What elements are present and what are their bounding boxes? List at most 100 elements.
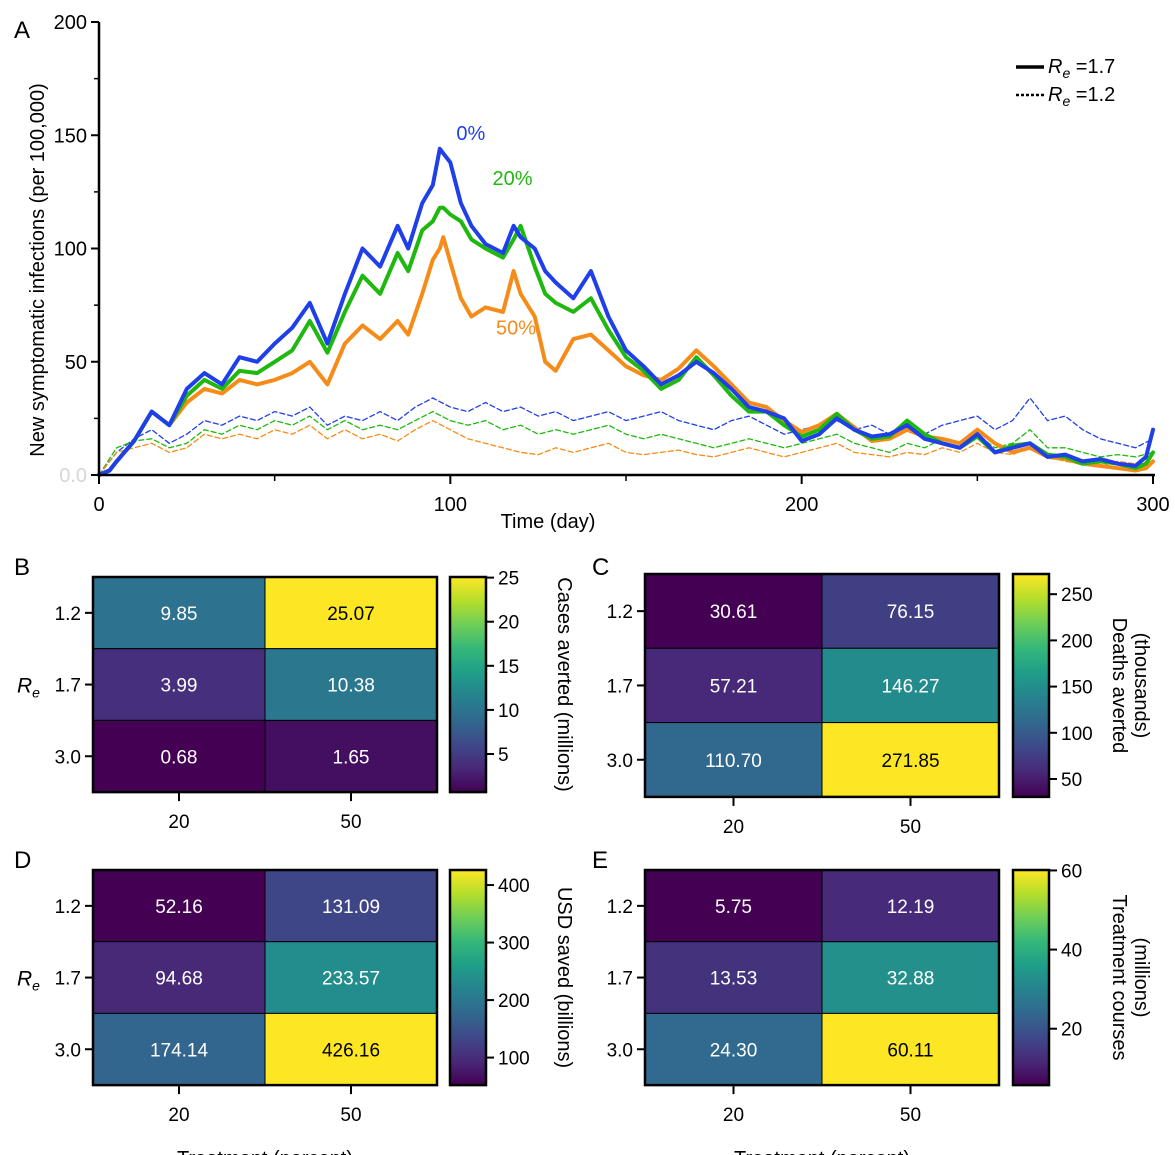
y-tick-label: 150 [54, 125, 87, 147]
colorbar-label-line2: (thousands) [1130, 633, 1152, 739]
row-tick-label: 1.7 [55, 969, 81, 990]
heatmap-cell-label: 174.14 [150, 1040, 209, 1061]
line-plot-area [97, 146, 1155, 477]
row-axis-label-sub: e [32, 978, 40, 994]
colorbar-label: Treatment courses [1108, 895, 1130, 1061]
y-tick-label: 100 [54, 239, 87, 261]
heatmap-cell-label: 60.11 [887, 1040, 933, 1061]
row-tick-label: 1.2 [607, 897, 633, 918]
colorbar-tick-label: 5 [498, 745, 509, 766]
heatmap-cell-label: 1.65 [333, 747, 370, 768]
row-tick-label: 3.0 [607, 1040, 633, 1061]
colorbar-tick-label: 400 [498, 876, 530, 897]
colorbar-label: USD saved (billions) [553, 887, 575, 1068]
x-tick-label: 300 [1136, 494, 1169, 516]
x-tick-label: 0 [93, 494, 104, 516]
col-tick-label: 50 [900, 1105, 921, 1126]
panel-letter-a: A [14, 17, 30, 44]
series-labels: 0% 20% 50% [456, 123, 536, 340]
colorbar-tick-label: 300 [498, 934, 530, 955]
line-chart-panel-a: 0.0 50 100 150 200 0 100 200 300 Time (day) New… [27, 12, 1170, 533]
row-axis-label-main: R [17, 968, 32, 991]
heatmap-panel-b: 9.85 25.07 3.99 10.38 0.68 1.65 1.2 1.7 3.0 20 50 R… [17, 569, 575, 833]
heatmap-cell [821, 722, 1000, 798]
series-line-dotted-3-dotted [98, 397, 1154, 476]
heatmap-cell-label: 110.70 [705, 751, 762, 772]
row-axis-label-main: R [17, 675, 32, 698]
heatmap-cell [264, 648, 438, 721]
series-label-20pct: 20% [492, 168, 532, 190]
series-line-dotted-5-dotted [98, 419, 1154, 476]
panel-letter-b: B [14, 554, 30, 581]
colorbar-tick-label: 100 [1061, 724, 1093, 745]
heatmap-cell-label: 13.53 [710, 969, 758, 990]
x-axis-ticks: 0 100 200 300 [93, 475, 1170, 516]
heatmap-cell [644, 722, 823, 798]
heatmap-cell [821, 573, 1000, 649]
heatmap-cell-label: 146.27 [881, 676, 939, 697]
series-label-50pct: 50% [496, 318, 536, 340]
y-axis-label: New symptomatic infections (per 100,000) [27, 83, 49, 457]
heatmap-cell-label: 3.99 [161, 676, 198, 697]
col-tick-label: 50 [340, 1105, 361, 1126]
y-tick-label: 200 [54, 12, 87, 34]
series-line-0pct-solid [97, 146, 1155, 477]
colorbar-tick-label: 50 [1061, 770, 1082, 791]
row-tick-label: 1.7 [55, 676, 81, 697]
legend-label-sub: e [1062, 65, 1070, 81]
heatmap-cell-label: 12.19 [887, 897, 935, 918]
heatmap-cell [92, 719, 266, 793]
heatmap-cell-label: 30.61 [710, 602, 758, 623]
colorbar-tick-label: 150 [1061, 678, 1093, 699]
panel-letter-c: C [592, 554, 609, 581]
row-tick-label: 3.0 [55, 747, 81, 768]
x-tick-label: 100 [434, 494, 467, 516]
colorbar-tick-label: 200 [1061, 631, 1093, 652]
row-axis-label: Re [17, 968, 40, 994]
row-tick-label: 1.2 [55, 604, 81, 625]
colorbar-tick-label: 250 [1061, 585, 1093, 606]
heatmap-cell [264, 576, 438, 650]
colorbar-tick-label: 200 [498, 991, 530, 1012]
col-tick-label: 50 [900, 817, 921, 838]
heatmap-cell [821, 1012, 1000, 1086]
colorbar [448, 868, 488, 1087]
heatmap-cell-label: 5.75 [715, 897, 752, 918]
heatmap-cell-label: 32.88 [887, 969, 935, 990]
heatmap-cell-label: 76.15 [887, 602, 935, 623]
col-tick-label: 20 [168, 812, 189, 833]
heatmap-cell [821, 941, 1000, 1014]
legend-label-main: R [1048, 56, 1062, 78]
col-tick-label: 20 [723, 1105, 744, 1126]
row-axis-label-sub: e [32, 685, 40, 701]
heatmap-panel-c: 30.61 76.15 57.21 146.27 110.70 271.85 1.2 1.7 3… [607, 572, 1152, 838]
colorbar [1011, 868, 1051, 1087]
heatmap-cell [92, 869, 266, 943]
panel-letter-e: E [592, 847, 608, 874]
row-tick-label: 1.7 [607, 676, 633, 697]
x-axis-label: Treatment (percent) [177, 1148, 353, 1155]
heatmap-panel-e: 5.75 12.19 13.53 32.88 24.30 60.11 1.2 1.7 3.0 20… [607, 861, 1152, 1155]
colorbar [1011, 572, 1051, 799]
colorbar-tick-label: 40 [1061, 941, 1082, 962]
heatmap-cell [92, 1012, 266, 1086]
colorbar-label-line2: (millions) [1130, 938, 1152, 1018]
colorbar-tick-label: 100 [498, 1049, 530, 1070]
x-axis-label: Treatment (percent) [734, 1148, 910, 1155]
row-tick-label: 1.2 [55, 897, 81, 918]
panel-letter-d: D [14, 847, 31, 874]
series-line-20pct-solid [97, 205, 1155, 477]
heatmap-cell-label: 57.21 [710, 676, 758, 697]
row-tick-label: 3.0 [607, 751, 633, 772]
heatmap-cell [644, 941, 823, 1014]
row-tick-label: 3.0 [55, 1040, 81, 1061]
col-tick-label: 20 [723, 817, 744, 838]
heatmap-panel-d: 52.16 131.09 94.68 233.57 174.14 426.16 1.2 1.7… [17, 868, 575, 1155]
series-label-0pct: 0% [456, 123, 485, 145]
heatmap-cell-label: 24.30 [710, 1040, 758, 1061]
heatmap-cell-label: 0.68 [161, 747, 198, 768]
heatmap-cell-label: 233.57 [322, 969, 380, 990]
legend-label-rest: =1.2 [1070, 84, 1115, 106]
col-tick-label: 20 [168, 1105, 189, 1126]
heatmap-cell-label: 10.38 [327, 676, 375, 697]
